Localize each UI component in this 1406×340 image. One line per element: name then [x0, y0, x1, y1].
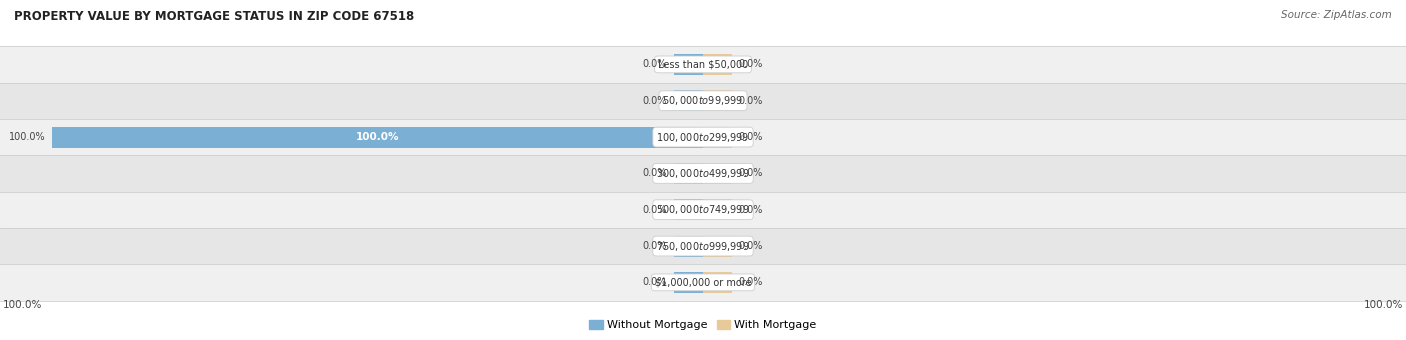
Bar	[703, 236, 733, 257]
Text: 0.0%: 0.0%	[643, 59, 668, 69]
Text: Less than $50,000: Less than $50,000	[658, 59, 748, 69]
Bar	[703, 54, 733, 75]
Bar	[0, 264, 1406, 301]
Bar	[703, 199, 733, 220]
Bar	[673, 199, 703, 220]
Text: 0.0%: 0.0%	[643, 96, 668, 106]
Bar	[673, 90, 703, 111]
Text: 0.0%: 0.0%	[643, 205, 668, 215]
Text: $300,000 to $499,999: $300,000 to $499,999	[657, 167, 749, 180]
Text: 0.0%: 0.0%	[643, 277, 668, 287]
Text: 0.0%: 0.0%	[738, 241, 763, 251]
Bar	[673, 236, 703, 257]
Text: 0.0%: 0.0%	[643, 168, 668, 179]
Bar	[52, 126, 703, 148]
Text: 0.0%: 0.0%	[738, 132, 763, 142]
Text: $100,000 to $299,999: $100,000 to $299,999	[657, 131, 749, 143]
Text: $750,000 to $999,999: $750,000 to $999,999	[657, 240, 749, 253]
Text: 0.0%: 0.0%	[738, 277, 763, 287]
Text: 100.0%: 100.0%	[8, 132, 45, 142]
Text: 0.0%: 0.0%	[738, 59, 763, 69]
Text: 100.0%: 100.0%	[1364, 300, 1403, 310]
Text: Source: ZipAtlas.com: Source: ZipAtlas.com	[1281, 10, 1392, 20]
Text: 0.0%: 0.0%	[738, 168, 763, 179]
Bar	[703, 272, 733, 293]
Bar	[703, 90, 733, 111]
Bar	[703, 126, 733, 148]
Bar	[0, 191, 1406, 228]
Text: 100.0%: 100.0%	[356, 132, 399, 142]
Bar	[0, 119, 1406, 155]
Bar	[673, 272, 703, 293]
Text: PROPERTY VALUE BY MORTGAGE STATUS IN ZIP CODE 67518: PROPERTY VALUE BY MORTGAGE STATUS IN ZIP…	[14, 10, 415, 23]
Text: 0.0%: 0.0%	[643, 241, 668, 251]
Bar	[673, 54, 703, 75]
Bar	[673, 163, 703, 184]
Text: $50,000 to $99,999: $50,000 to $99,999	[662, 94, 744, 107]
Bar	[703, 163, 733, 184]
Bar	[0, 83, 1406, 119]
Bar	[0, 46, 1406, 83]
Bar	[0, 228, 1406, 264]
Text: 0.0%: 0.0%	[738, 205, 763, 215]
Text: $1,000,000 or more: $1,000,000 or more	[655, 277, 751, 287]
Text: 0.0%: 0.0%	[738, 96, 763, 106]
Bar	[0, 155, 1406, 191]
Text: $500,000 to $749,999: $500,000 to $749,999	[657, 203, 749, 216]
Text: 100.0%: 100.0%	[3, 300, 42, 310]
Legend: Without Mortgage, With Mortgage: Without Mortgage, With Mortgage	[585, 316, 821, 335]
